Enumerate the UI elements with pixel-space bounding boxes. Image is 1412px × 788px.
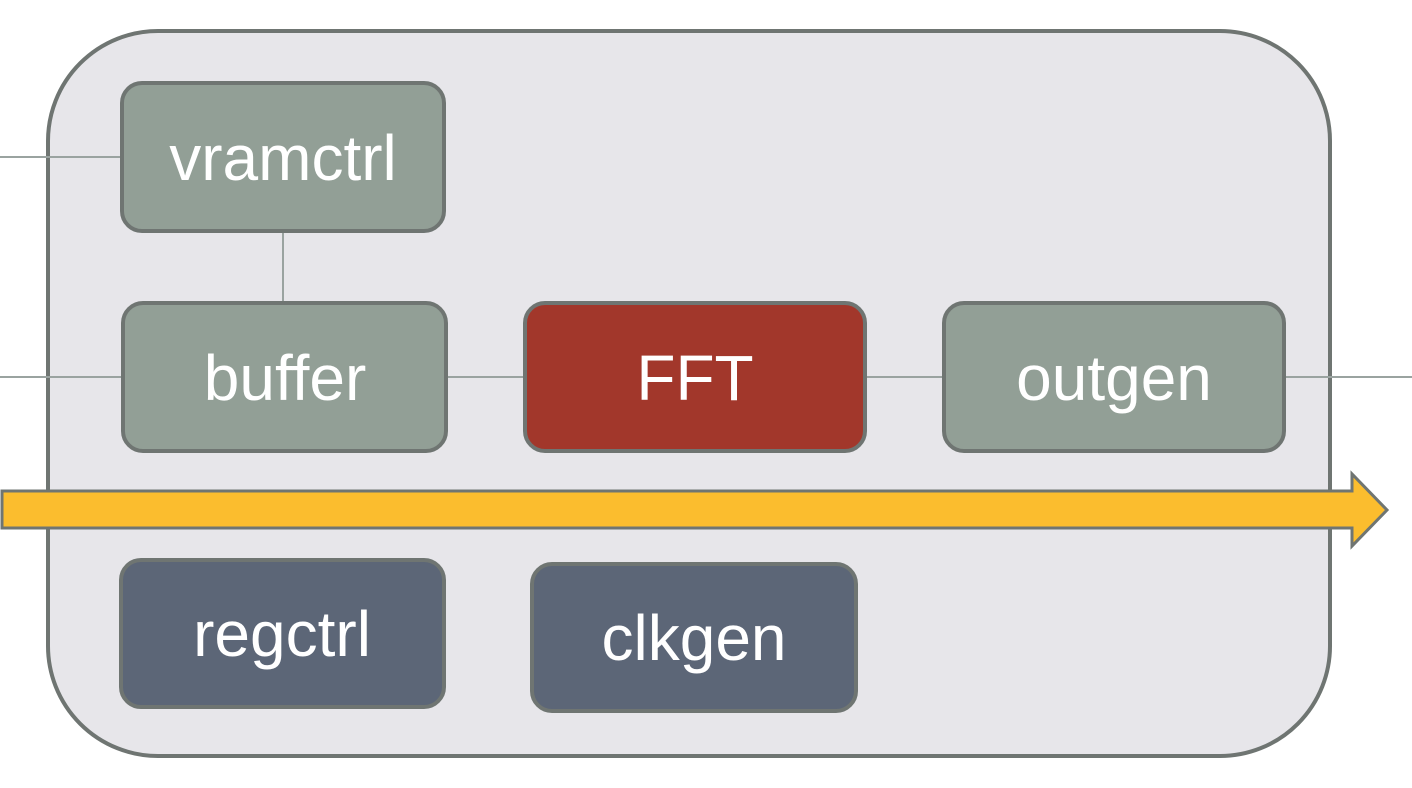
block-vramctrl-label: vramctrl xyxy=(169,122,397,194)
block-regctrl-box xyxy=(119,558,446,709)
block-fft-label: FFT xyxy=(636,342,753,414)
flow-arrow xyxy=(0,470,1390,550)
block-regctrl: regctrl xyxy=(119,558,446,709)
block-buffer-box xyxy=(121,301,448,453)
block-outgen-label: outgen xyxy=(1016,342,1212,414)
block-vramctrl: vramctrl xyxy=(120,81,446,233)
block-regctrl-label: regctrl xyxy=(193,598,371,670)
block-vramctrl-box xyxy=(120,81,446,233)
block-buffer-label: buffer xyxy=(204,342,367,414)
block-clkgen-label: clkgen xyxy=(602,602,787,674)
block-fft: FFT xyxy=(523,301,867,453)
block-clkgen: clkgen xyxy=(530,562,858,713)
block-buffer: buffer xyxy=(121,301,448,453)
block-fft-box xyxy=(523,301,867,453)
block-outgen: outgen xyxy=(942,301,1286,453)
block-outgen-box xyxy=(942,301,1286,453)
block-clkgen-box xyxy=(530,562,858,713)
